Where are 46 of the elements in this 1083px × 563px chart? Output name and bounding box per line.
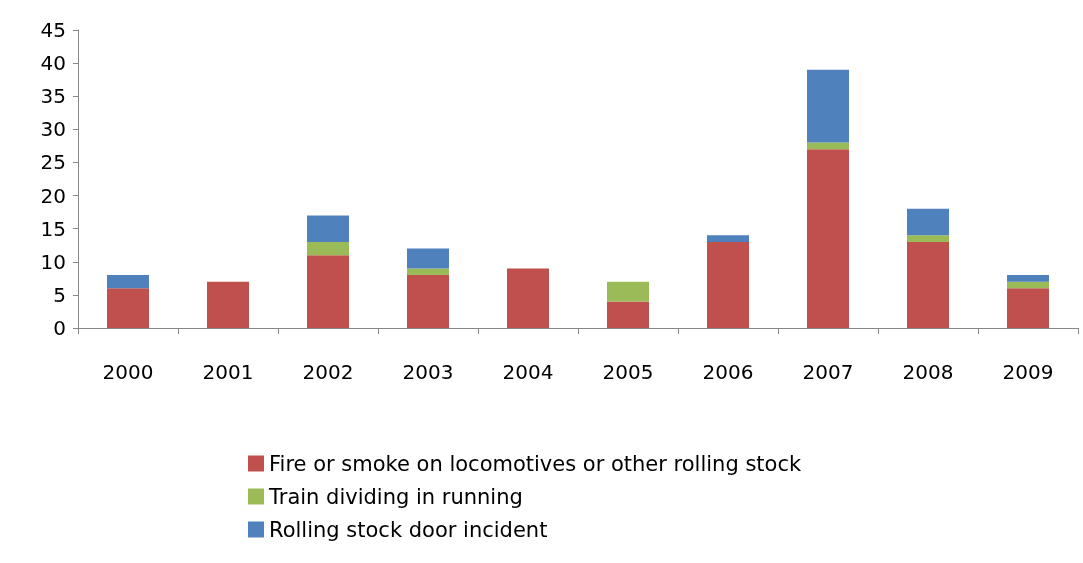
legend-label: Rolling stock door incident (269, 517, 548, 542)
bar (907, 235, 949, 242)
x-tick-label: 2005 (602, 360, 654, 384)
bar (307, 241, 349, 256)
bar (1007, 275, 1049, 282)
bar (807, 142, 849, 150)
bar (707, 241, 749, 328)
y-tick-label: 35 (40, 84, 66, 109)
y-tick-label: 25 (40, 150, 66, 175)
x-tick-label: 2001 (202, 360, 254, 384)
bar (807, 69, 849, 143)
bar (607, 281, 649, 302)
y-tick-label: 45 (40, 18, 66, 42)
bar (507, 268, 549, 328)
bar (307, 255, 349, 328)
x-tick-label: 2002 (302, 360, 354, 384)
bar (807, 149, 849, 328)
x-tick-label: 2006 (702, 360, 754, 384)
bar (607, 301, 649, 328)
x-tick-label: 2003 (402, 360, 454, 384)
y-tick-label: 0 (53, 316, 66, 340)
y-tick-label: 5 (53, 282, 66, 307)
bar (907, 208, 949, 236)
legend-label: Train dividing in running (268, 484, 523, 509)
y-tick-label: 15 (40, 216, 66, 241)
x-tick-label: 2004 (502, 360, 554, 384)
bar (907, 241, 949, 328)
x-tick-label: 2000 (102, 360, 154, 384)
legend-label: Fire or smoke on locomotives or other rolling stock (269, 451, 802, 476)
bar (707, 235, 749, 242)
y-tick-label: 10 (40, 249, 66, 274)
x-tick-label: 2007 (802, 360, 854, 384)
bar (407, 248, 449, 269)
y-tick-label: 20 (40, 183, 66, 208)
bar (207, 281, 249, 328)
bar (1007, 281, 1049, 289)
y-tick-label: 40 (40, 51, 66, 76)
bar (307, 215, 349, 242)
x-tick-label: 2009 (1002, 360, 1054, 384)
bar (107, 275, 149, 289)
bar (1007, 288, 1049, 328)
x-tick-label: 2008 (902, 360, 954, 384)
bar (407, 275, 449, 328)
bar (107, 288, 149, 328)
bar (407, 268, 449, 276)
y-tick-label: 30 (40, 117, 66, 142)
